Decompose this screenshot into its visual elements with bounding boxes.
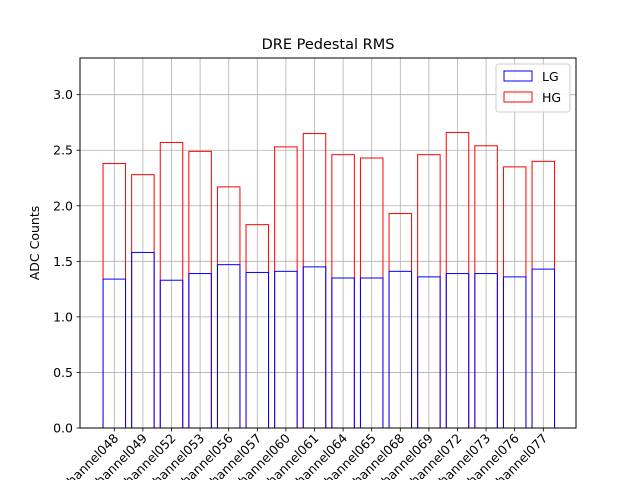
legend-label-lg: LG <box>542 69 559 84</box>
y-tick-label: 0.5 <box>53 365 73 380</box>
y-tick-label: 3.0 <box>53 87 73 102</box>
legend-swatch-hg <box>503 91 533 103</box>
bars <box>102 131 556 429</box>
y-tick-label: 2.0 <box>53 198 73 213</box>
legend-box <box>495 63 571 113</box>
legend-swatch-lg <box>503 70 533 82</box>
y-axis-label: ADC Counts <box>27 206 42 281</box>
x-axis: channel048channel049channel052channel053… <box>59 428 550 480</box>
y-tick-label: 0.0 <box>53 421 73 436</box>
legend-label-hg: HG <box>542 90 561 105</box>
chart-title: DRE Pedestal RMS <box>262 37 395 53</box>
plot-frame <box>79 57 577 429</box>
y-axis: 0.0 0.5 1.0 1.5 2.0 2.5 3.0 <box>53 87 80 436</box>
y-tick-label: 1.0 <box>53 309 73 324</box>
y-tick-label: 2.5 <box>53 143 73 158</box>
y-tick-label: 1.5 <box>53 254 73 269</box>
legend: LG HG <box>495 63 571 113</box>
grid-lines <box>80 58 576 429</box>
